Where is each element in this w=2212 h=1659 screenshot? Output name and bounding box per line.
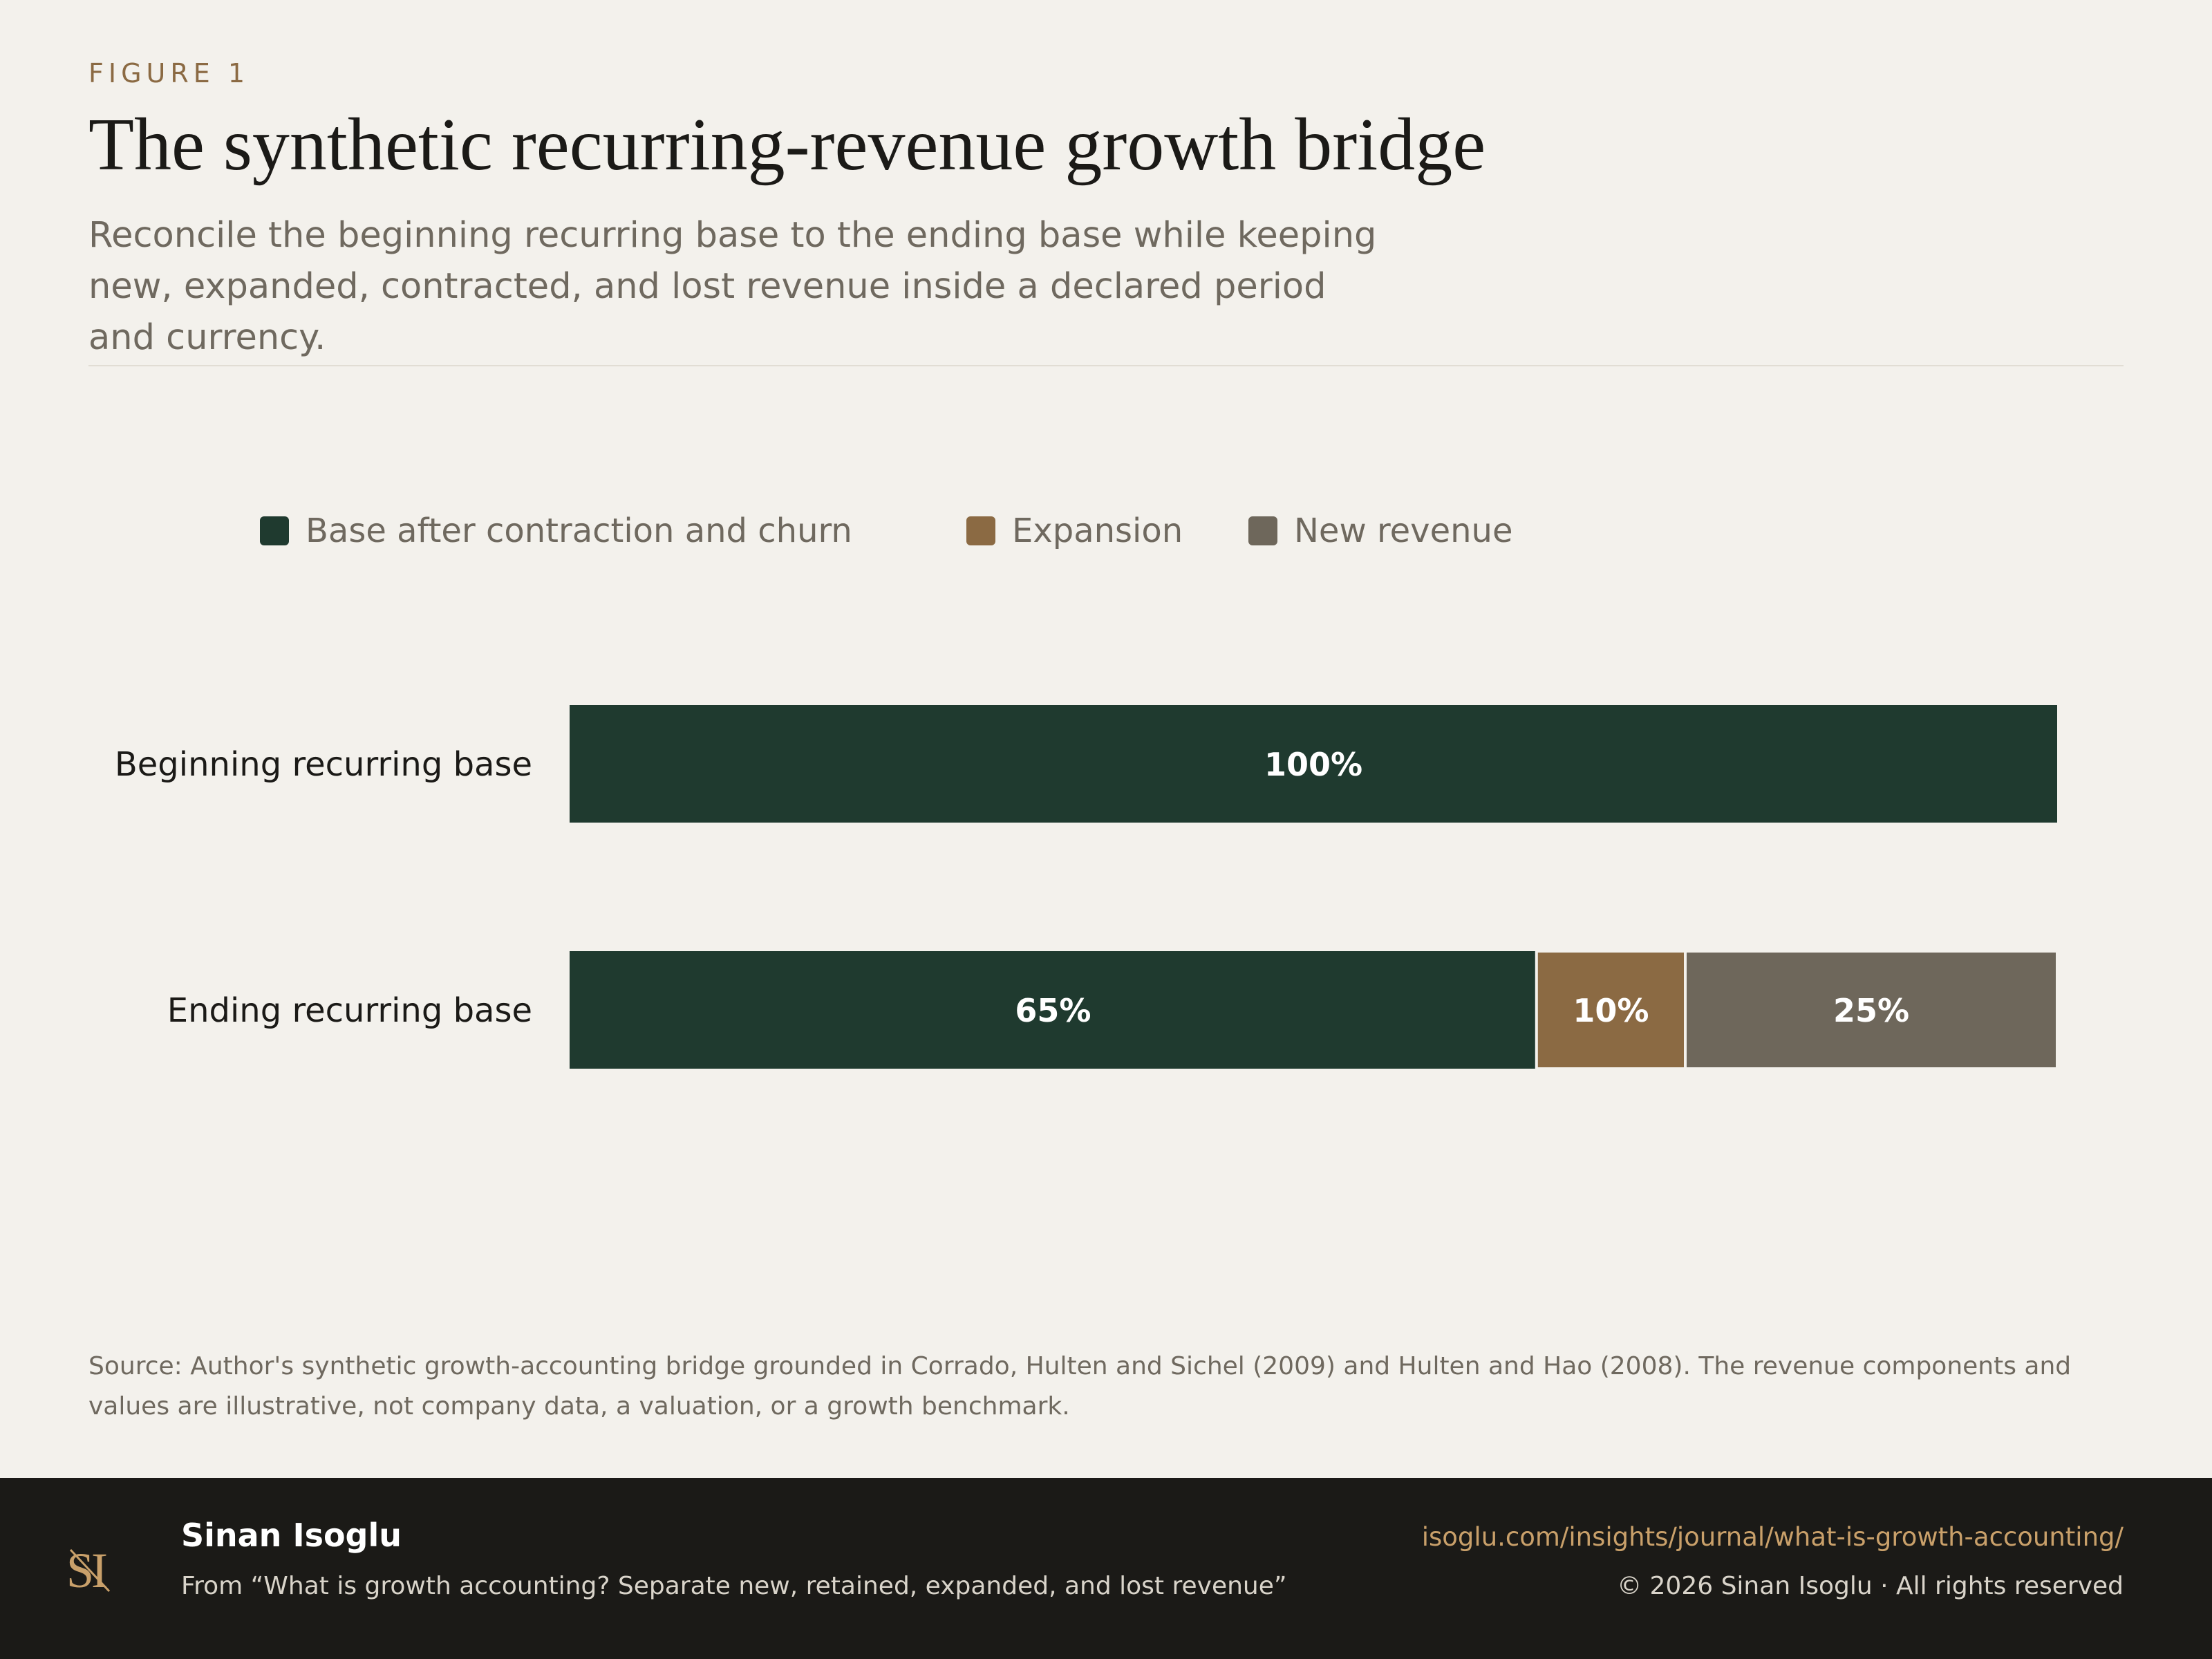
article-url-link[interactable]: isoglu.com/insights/journal/what-is-grow…	[1421, 1522, 2124, 1552]
data-label-ending-recurring-base-new-revenue: 25%	[1833, 992, 1909, 1029]
category-label-ending-recurring-base: Ending recurring base	[167, 991, 532, 1030]
legend-label-expansion: Expansion	[1012, 512, 1183, 550]
page-title: The synthetic recurring-revenue growth b…	[88, 104, 1486, 186]
legend-label-base: Base after contraction and churn	[306, 512, 852, 550]
data-label-beginning-recurring-base-base-after-contraction-and-churn: 100%	[1264, 746, 1362, 783]
data-label-ending-recurring-base-expansion: 10%	[1573, 992, 1649, 1029]
legend-swatch-new-revenue	[1248, 516, 1277, 545]
bar-beginning-recurring-base-base-after-contraction-and-churn	[570, 705, 2057, 823]
legend-swatch-expansion	[966, 516, 995, 545]
author-name: Sinan Isoglu	[181, 1517, 402, 1554]
data-label-ending-recurring-base-base-after-contraction-and-churn: 65%	[1015, 992, 1091, 1029]
bar-ending-recurring-base-base-after-contraction-and-churn	[570, 951, 1537, 1069]
source-note: Source: Author's synthetic growth-accoun…	[88, 1352, 2072, 1421]
stacked-bar-chart: Beginning recurring base 100% Ending recur…	[115, 705, 2059, 1070]
copyright-text: © 2026 Sinan Isoglu · All rights reserve…	[1617, 1572, 2124, 1600]
legend-label-new-revenue: New revenue	[1294, 512, 1513, 550]
logo-monogram-icon: S I	[66, 1543, 111, 1598]
figure-kicker: FIGURE 1	[88, 58, 250, 88]
svg-text:I: I	[91, 1543, 108, 1598]
legend-swatch-base	[260, 516, 289, 545]
article-reference: From “What is growth accounting? Separat…	[181, 1572, 1287, 1600]
legend-item-expansion: Expansion	[966, 512, 1183, 550]
legend-item-new-revenue: New revenue	[1248, 512, 1512, 550]
footer: S I Sinan Isoglu From “What is growth ac…	[0, 1478, 2212, 1659]
category-label-beginning-recurring-base: Beginning recurring base	[115, 745, 532, 784]
legend-item-base: Base after contraction and churn	[260, 512, 852, 550]
bar-ending-recurring-base-expansion	[1535, 950, 1687, 1070]
page-subtitle: Reconcile the beginning recurring base t…	[88, 215, 1377, 358]
bar-ending-recurring-base-new-revenue	[1684, 950, 2059, 1070]
divider	[88, 365, 2124, 366]
